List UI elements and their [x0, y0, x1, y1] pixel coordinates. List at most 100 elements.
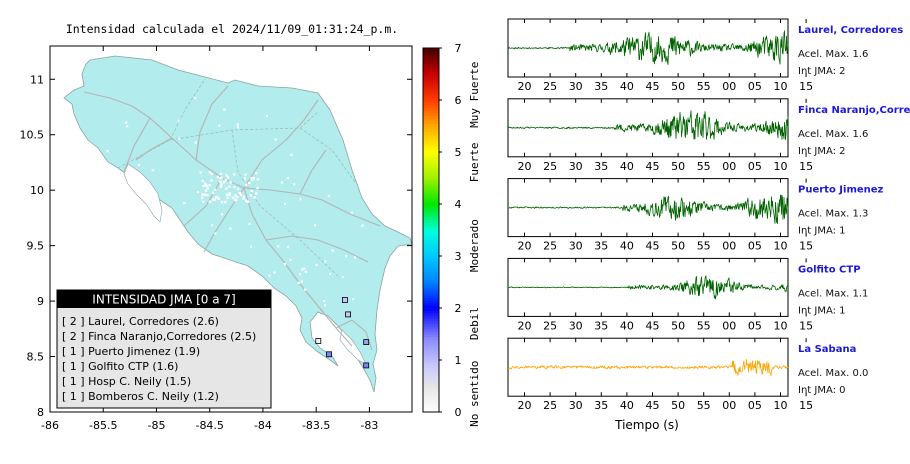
colorbar-segment — [423, 81, 439, 85]
colorbar-segment — [423, 198, 439, 202]
lat-tick-label: 8.5 — [27, 351, 45, 364]
town-dot — [289, 258, 292, 261]
time-tick-label: 10 — [774, 160, 788, 173]
colorbar-segment — [423, 167, 439, 171]
colorbar-segment — [423, 341, 439, 345]
town-dot — [331, 249, 334, 252]
town-dot — [234, 198, 237, 202]
time-tick-label: 50 — [671, 319, 685, 332]
colorbar-segment — [423, 360, 439, 363]
town-dot — [249, 194, 253, 197]
time-tick-label: 35 — [594, 399, 608, 412]
town-dot — [229, 181, 232, 184]
town-dot — [280, 181, 283, 184]
town-dot — [137, 163, 141, 167]
colorbar-segment — [423, 53, 439, 57]
town-dot — [224, 179, 227, 182]
town-dot — [248, 222, 251, 225]
colorbar-segment — [423, 284, 439, 288]
town-dot — [236, 126, 239, 129]
colorbar-segment — [423, 214, 439, 218]
colorbar-frame — [422, 47, 440, 413]
colorbar-segment — [423, 375, 439, 379]
map-frame — [49, 45, 413, 413]
station-jma-4: Int JMA: 0 — [798, 385, 846, 396]
colorbar-segment — [423, 206, 439, 210]
town-dot — [220, 176, 223, 179]
colorbar-segment — [423, 196, 439, 200]
time-tick-label: 55 — [697, 319, 711, 332]
waveform-panel-2: 20 25 30 35 40 45 50 55 00 05 10 15 Puerto Jimenez Ac… — [507, 178, 884, 253]
colorbar-segment — [423, 308, 439, 311]
town-dot — [299, 198, 302, 201]
town-dot — [205, 184, 208, 187]
colorbar-segment — [423, 139, 439, 142]
town-dot — [206, 193, 209, 197]
colorbar-segment — [423, 178, 439, 181]
town-dot — [210, 179, 213, 182]
colorbar-segment — [423, 219, 439, 223]
colorbar-segment — [423, 287, 439, 291]
town-dot — [234, 194, 237, 197]
colorbar-label-4: No sentido — [468, 361, 481, 427]
town-dot — [324, 304, 327, 307]
road-6 — [183, 177, 223, 227]
time-tick-label: 20 — [518, 160, 532, 173]
town-dot — [244, 173, 247, 176]
colorbar-segment — [423, 94, 439, 98]
town-dot — [177, 119, 180, 122]
colorbar-label-2: Moderado — [468, 219, 481, 272]
town-dot — [248, 181, 251, 185]
colorbar-segment — [423, 113, 439, 116]
town-dot — [300, 280, 303, 283]
waveform-trace-3 — [507, 275, 789, 300]
town-dot — [226, 196, 229, 199]
time-tick-label: 10 — [774, 80, 788, 93]
lon-tick-label: -84.5 — [195, 419, 223, 432]
town-dot — [223, 180, 226, 184]
colorbar-segment — [423, 201, 439, 205]
legend-item-5: [ 1 ] Bomberos C. Neily (1.2) — [62, 390, 219, 403]
station-acel-3: Acel. Max. 1.1 — [798, 288, 868, 299]
colorbar-segment — [423, 282, 439, 285]
station-name-0: Laurel, Corredores — [798, 25, 903, 36]
time-tick-label: 40 — [620, 319, 634, 332]
town-dot — [268, 274, 271, 277]
time-tick-label: 55 — [697, 160, 711, 173]
town-dot — [194, 97, 197, 100]
colorbar-segment — [423, 300, 439, 304]
colorbar-tick-label: 3 — [455, 250, 462, 263]
colorbar-segment — [423, 227, 439, 231]
town-dot — [246, 200, 250, 203]
colorbar-segment — [423, 159, 439, 163]
town-dot — [201, 196, 204, 200]
province-border-1 — [231, 129, 341, 279]
town-dot — [228, 193, 231, 197]
costa-rica-landmass — [63, 55, 413, 393]
province-border-3 — [299, 127, 356, 183]
colorbar-segment — [423, 380, 439, 384]
town-dot — [233, 185, 236, 189]
colorbar-segment — [423, 183, 439, 187]
colorbar-segment — [423, 193, 439, 197]
time-tick-label: 00 — [722, 240, 736, 253]
time-tick-label: 25 — [543, 80, 557, 93]
colorbar-segment — [423, 250, 439, 254]
colorbar-segment — [423, 68, 439, 72]
time-tick-label: 25 — [543, 160, 557, 173]
colorbar-segment — [423, 248, 439, 252]
town-dot — [324, 260, 327, 263]
town-dot — [204, 189, 208, 192]
colorbar-segment — [423, 105, 439, 109]
lat-tick-label: 10 — [30, 184, 44, 197]
colorbar-segment — [423, 50, 439, 54]
waveform-panel-3: 20 25 30 35 40 45 50 55 00 05 10 15 Golfito CTP Acel.… — [507, 257, 868, 332]
colorbar-segment — [423, 373, 439, 376]
colorbar-segment — [423, 318, 439, 322]
colorbar-scale: 0 1 2 3 4 5 6 7 — [439, 42, 462, 419]
colorbar-segment — [423, 188, 439, 192]
colorbar-segment — [423, 269, 439, 272]
time-tick-label: 10 — [774, 240, 788, 253]
time-tick-label: 40 — [620, 399, 634, 412]
